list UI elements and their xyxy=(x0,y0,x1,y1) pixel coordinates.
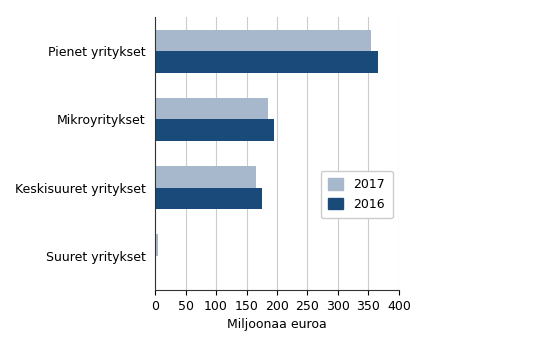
Bar xyxy=(155,188,261,209)
Bar xyxy=(155,30,371,51)
Bar xyxy=(155,166,256,188)
Legend: 2017, 2016: 2017, 2016 xyxy=(321,171,393,218)
X-axis label: Miljoonaa euroa: Miljoonaa euroa xyxy=(227,318,327,331)
Bar xyxy=(155,234,157,256)
Bar xyxy=(155,98,268,119)
Bar xyxy=(155,51,378,73)
Bar xyxy=(155,256,156,277)
Bar xyxy=(155,119,274,141)
